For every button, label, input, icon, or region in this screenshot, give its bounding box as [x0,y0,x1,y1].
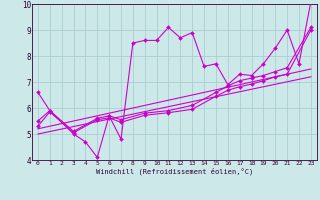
X-axis label: Windchill (Refroidissement éolien,°C): Windchill (Refroidissement éolien,°C) [96,167,253,175]
